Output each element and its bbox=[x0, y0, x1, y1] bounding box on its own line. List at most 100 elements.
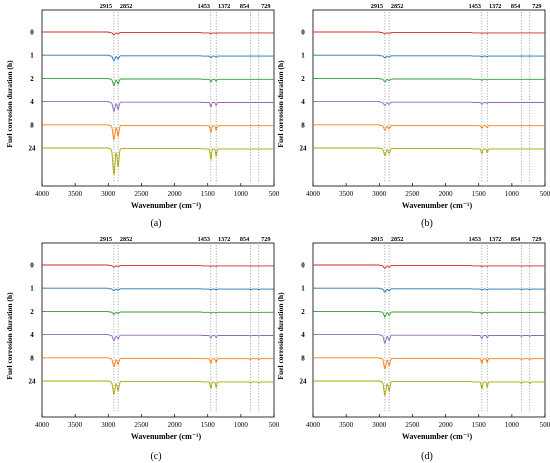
x-tick-label: 2000 bbox=[439, 421, 454, 429]
panel-caption: (b) bbox=[421, 218, 433, 229]
plot-frame bbox=[41, 242, 275, 418]
x-tick-label: 3000 bbox=[372, 190, 387, 198]
series-line bbox=[42, 101, 274, 113]
x-tick-label: 3000 bbox=[372, 421, 387, 429]
series-line bbox=[313, 380, 545, 397]
plot-frame bbox=[41, 9, 275, 187]
x-tick-label: 2500 bbox=[405, 190, 420, 198]
series-line bbox=[42, 357, 274, 368]
series-label: 2 bbox=[30, 75, 34, 83]
series-label: 0 bbox=[30, 262, 34, 270]
x-tick-label: 3500 bbox=[339, 421, 354, 429]
peak-label: 1453 bbox=[469, 236, 481, 243]
series-label: 24 bbox=[29, 378, 37, 386]
x-tick-label: 3000 bbox=[101, 421, 116, 429]
peak-label: 729 bbox=[261, 3, 270, 10]
series-line bbox=[313, 357, 545, 370]
x-tick-label: 500 bbox=[540, 421, 550, 429]
x-tick-label: 1500 bbox=[201, 190, 216, 198]
series-label: 4 bbox=[30, 98, 34, 106]
series-label: 1 bbox=[301, 52, 305, 60]
panel-caption: (c) bbox=[150, 451, 161, 462]
series-label: 24 bbox=[300, 378, 308, 386]
series-label: 8 bbox=[301, 354, 305, 362]
series-line bbox=[313, 310, 545, 318]
x-tick-label: 4000 bbox=[35, 190, 50, 198]
series-label: 24 bbox=[29, 145, 37, 153]
panel-caption: (a) bbox=[150, 218, 161, 229]
peak-label: 2852 bbox=[391, 236, 403, 243]
x-tick-label: 2500 bbox=[134, 421, 149, 429]
y-axis-label: Fuel corrosion duration (h) bbox=[5, 292, 14, 380]
x-tick-label: 4000 bbox=[35, 421, 50, 429]
series-line bbox=[313, 264, 545, 269]
x-tick-label: 1500 bbox=[472, 190, 487, 198]
x-tick-label: 1500 bbox=[472, 421, 487, 429]
series-label: 4 bbox=[30, 331, 34, 339]
series-label: 1 bbox=[301, 285, 305, 293]
series-label: 8 bbox=[30, 354, 34, 362]
series-line bbox=[313, 147, 545, 157]
peak-label: 1372 bbox=[489, 236, 501, 243]
series-label: 24 bbox=[300, 145, 308, 153]
peak-label: 1372 bbox=[218, 236, 230, 243]
x-axis-label: Wavenumber (cm⁻¹) bbox=[402, 432, 473, 441]
x-tick-label: 4000 bbox=[306, 190, 321, 198]
series-label: 2 bbox=[30, 308, 34, 316]
series-line bbox=[313, 77, 545, 83]
x-axis-label: Wavenumber (cm⁻¹) bbox=[402, 201, 473, 210]
panel-caption: (d) bbox=[421, 451, 433, 462]
series-label: 0 bbox=[30, 29, 34, 37]
x-tick-label: 2000 bbox=[168, 190, 183, 198]
series-line bbox=[42, 54, 274, 62]
peak-label: 1453 bbox=[198, 3, 210, 10]
peak-label: 2915 bbox=[371, 3, 383, 10]
series-line bbox=[42, 310, 274, 315]
series-line bbox=[42, 31, 274, 36]
peak-label: 2852 bbox=[120, 236, 132, 243]
x-tick-label: 2000 bbox=[168, 421, 183, 429]
series-label: 4 bbox=[301, 331, 305, 339]
x-tick-label: 3000 bbox=[101, 190, 116, 198]
series-label: 8 bbox=[30, 121, 34, 129]
peak-label: 1372 bbox=[489, 3, 501, 10]
peak-label: 2915 bbox=[371, 236, 383, 243]
peak-label: 854 bbox=[511, 3, 520, 10]
series-line bbox=[313, 31, 545, 35]
x-tick-label: 4000 bbox=[306, 421, 321, 429]
y-axis-label: Fuel corrosion duration (h) bbox=[276, 60, 285, 148]
series-line bbox=[313, 101, 545, 107]
series-line bbox=[42, 147, 274, 175]
x-tick-label: 1500 bbox=[201, 421, 216, 429]
series-label: 2 bbox=[301, 75, 305, 83]
x-tick-label: 2500 bbox=[134, 190, 149, 198]
series-label: 0 bbox=[301, 29, 305, 37]
peak-label: 729 bbox=[261, 236, 270, 243]
peak-label: 1453 bbox=[198, 236, 210, 243]
series-line bbox=[313, 124, 545, 131]
x-tick-label: 2000 bbox=[439, 190, 454, 198]
x-tick-label: 3500 bbox=[68, 421, 83, 429]
peak-label: 854 bbox=[240, 236, 249, 243]
x-tick-label: 1000 bbox=[234, 421, 249, 429]
x-axis-label: Wavenumber (cm⁻¹) bbox=[131, 432, 202, 441]
peak-label: 2852 bbox=[120, 3, 132, 10]
peak-label: 2852 bbox=[391, 3, 403, 10]
x-tick-label: 500 bbox=[540, 190, 550, 198]
x-tick-label: 1000 bbox=[234, 190, 249, 198]
peak-label: 854 bbox=[240, 3, 249, 10]
x-tick-label: 3500 bbox=[339, 190, 354, 198]
series-label: 1 bbox=[30, 52, 34, 60]
series-line bbox=[42, 124, 274, 142]
peak-label: 1453 bbox=[469, 3, 481, 10]
plot-frame bbox=[312, 242, 546, 418]
plot-frame bbox=[312, 9, 546, 187]
series-line bbox=[42, 77, 274, 87]
x-tick-label: 500 bbox=[269, 421, 280, 429]
